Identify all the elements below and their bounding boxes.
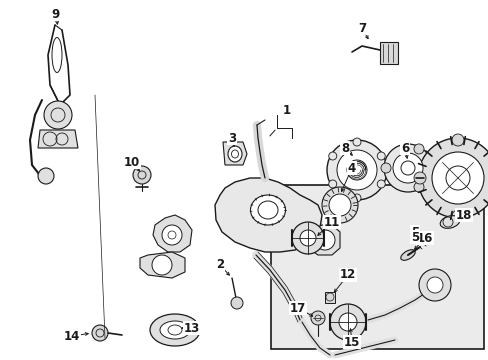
Circle shape <box>418 269 450 301</box>
Text: 2: 2 <box>216 258 224 271</box>
Text: 13: 13 <box>183 321 200 334</box>
Circle shape <box>451 210 463 222</box>
Circle shape <box>413 182 423 192</box>
Text: 9: 9 <box>52 8 60 21</box>
Ellipse shape <box>160 321 190 339</box>
Circle shape <box>336 150 376 190</box>
Circle shape <box>133 166 151 184</box>
Circle shape <box>321 187 357 223</box>
Circle shape <box>417 138 488 218</box>
Text: 5: 5 <box>410 225 418 239</box>
Circle shape <box>413 144 423 154</box>
Circle shape <box>352 138 360 146</box>
Circle shape <box>310 311 325 325</box>
Text: 3: 3 <box>227 131 236 144</box>
Text: 8: 8 <box>340 141 348 154</box>
Circle shape <box>326 140 386 200</box>
Circle shape <box>413 172 425 184</box>
Polygon shape <box>38 130 78 148</box>
Ellipse shape <box>227 146 242 162</box>
Circle shape <box>162 225 182 245</box>
Text: 17: 17 <box>289 302 305 315</box>
Ellipse shape <box>150 314 200 346</box>
Text: 12: 12 <box>339 269 355 282</box>
Text: 7: 7 <box>357 22 366 35</box>
Circle shape <box>328 194 350 216</box>
Circle shape <box>426 277 442 293</box>
Text: 15: 15 <box>343 336 360 348</box>
Circle shape <box>380 163 390 173</box>
Text: 4: 4 <box>347 162 355 175</box>
Ellipse shape <box>439 216 459 228</box>
Circle shape <box>376 152 385 160</box>
Polygon shape <box>307 225 339 255</box>
Circle shape <box>451 134 463 146</box>
Circle shape <box>230 297 243 309</box>
Text: 14: 14 <box>63 329 80 342</box>
Circle shape <box>431 152 483 204</box>
Polygon shape <box>153 215 192 252</box>
Circle shape <box>383 144 431 192</box>
Circle shape <box>376 180 385 188</box>
Text: 11: 11 <box>323 216 340 229</box>
Circle shape <box>299 230 315 246</box>
Polygon shape <box>223 142 246 165</box>
Circle shape <box>352 194 360 202</box>
Circle shape <box>291 222 324 254</box>
Polygon shape <box>379 42 397 64</box>
Bar <box>271 185 483 349</box>
Polygon shape <box>325 292 334 303</box>
Circle shape <box>328 152 336 160</box>
Circle shape <box>338 313 356 331</box>
Text: 10: 10 <box>123 156 140 168</box>
Text: 5: 5 <box>410 230 418 243</box>
Polygon shape <box>140 252 184 278</box>
Ellipse shape <box>52 37 62 72</box>
Circle shape <box>44 101 72 129</box>
Ellipse shape <box>400 250 414 260</box>
Circle shape <box>392 153 422 183</box>
Circle shape <box>329 304 365 340</box>
Circle shape <box>38 168 54 184</box>
Circle shape <box>152 255 172 275</box>
Circle shape <box>92 325 108 341</box>
Ellipse shape <box>250 195 285 225</box>
Text: 18: 18 <box>455 208 471 221</box>
Text: 16: 16 <box>416 231 432 244</box>
Text: 1: 1 <box>283 104 290 117</box>
Circle shape <box>328 180 336 188</box>
Circle shape <box>314 230 334 250</box>
Polygon shape <box>215 178 321 252</box>
Text: 6: 6 <box>400 141 408 154</box>
